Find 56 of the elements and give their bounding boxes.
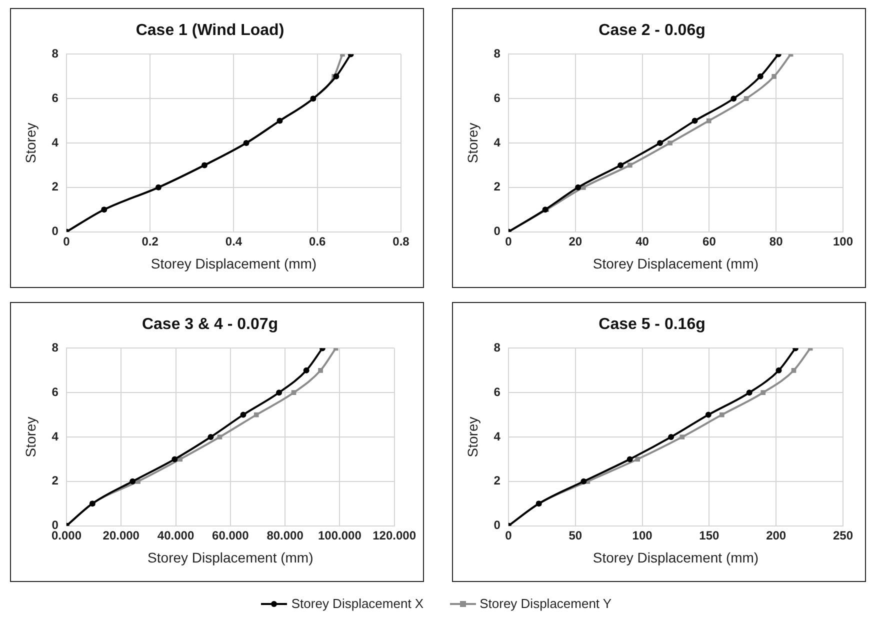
x-tick-label: 60.000 — [212, 528, 250, 542]
x-axis-title: Storey Displacement (mm) — [150, 255, 317, 272]
x-tick-label: 80.000 — [266, 528, 304, 542]
y-tick-label: 6 — [494, 90, 501, 105]
x-tick-label: 40.000 — [157, 528, 194, 542]
y-tick-label: 8 — [52, 340, 59, 355]
x-tick-label: 80 — [769, 234, 784, 248]
x-axis-title: Storey Displacement (mm) — [592, 255, 759, 272]
chart-title: Case 2 - 0.06g — [598, 22, 706, 40]
y-tick-label: 8 — [494, 340, 501, 355]
x-tick-label: 0.8 — [392, 234, 410, 248]
y-tick-label: 4 — [494, 429, 501, 444]
x-tick-label: 120.000 — [372, 528, 416, 542]
y-tick-label: 8 — [494, 46, 501, 61]
x-tick-label: 20.000 — [102, 528, 140, 542]
x-tick-label: 100 — [632, 528, 653, 542]
x-tick-label: 0.6 — [309, 234, 326, 248]
y-tick-label: 0 — [494, 518, 501, 532]
x-axis-title: Storey Displacement (mm) — [148, 549, 314, 566]
y-tick-label: 2 — [52, 180, 59, 194]
y-tick-label: 2 — [494, 180, 501, 194]
y-tick-label: 0 — [494, 224, 501, 238]
y-tick-label: 4 — [52, 429, 59, 444]
y-tick-label: 2 — [52, 474, 59, 488]
x-tick-label: 60 — [702, 234, 716, 248]
x-tick-label: 100 — [832, 234, 854, 248]
x-tick-label: 20 — [568, 234, 582, 248]
chart-title: Case 5 - 0.16g — [598, 316, 706, 334]
legend-label: Storey Displacement Y — [480, 596, 612, 611]
chart-title: Case 3 & 4 - 0.07g — [142, 316, 278, 334]
y-axis-title: Storey — [22, 122, 38, 164]
x-tick-label: 0 — [63, 234, 70, 248]
y-tick-label: 8 — [52, 46, 59, 61]
chart-title: Case 1 (Wind Load) — [136, 22, 284, 40]
y-axis-title: Storey — [464, 416, 480, 458]
x-tick-label: 0 — [505, 234, 512, 248]
x-tick-label: 200 — [766, 528, 786, 542]
y-tick-label: 4 — [494, 135, 501, 150]
x-tick-label: 40 — [636, 234, 650, 248]
x-tick-label: 100.000 — [318, 528, 362, 542]
x-tick-label: 0.2 — [142, 234, 159, 248]
x-tick-label: 250 — [832, 528, 854, 542]
y-tick-label: 6 — [494, 384, 501, 399]
y-axis-title: Storey — [22, 416, 38, 458]
y-axis-title: Storey — [464, 122, 480, 164]
x-tick-label: 150 — [699, 528, 720, 542]
y-tick-label: 0 — [52, 224, 59, 238]
y-tick-label: 6 — [52, 90, 59, 105]
x-tick-label: 50 — [568, 528, 582, 542]
x-axis-title: Storey Displacement (mm) — [592, 549, 759, 566]
x-tick-label: 0.4 — [225, 234, 242, 248]
x-tick-label: 0 — [505, 528, 512, 542]
y-tick-label: 6 — [52, 384, 59, 399]
legend-label: Storey Displacement X — [291, 596, 424, 611]
y-tick-label: 2 — [494, 474, 501, 488]
y-tick-label: 4 — [52, 135, 59, 150]
